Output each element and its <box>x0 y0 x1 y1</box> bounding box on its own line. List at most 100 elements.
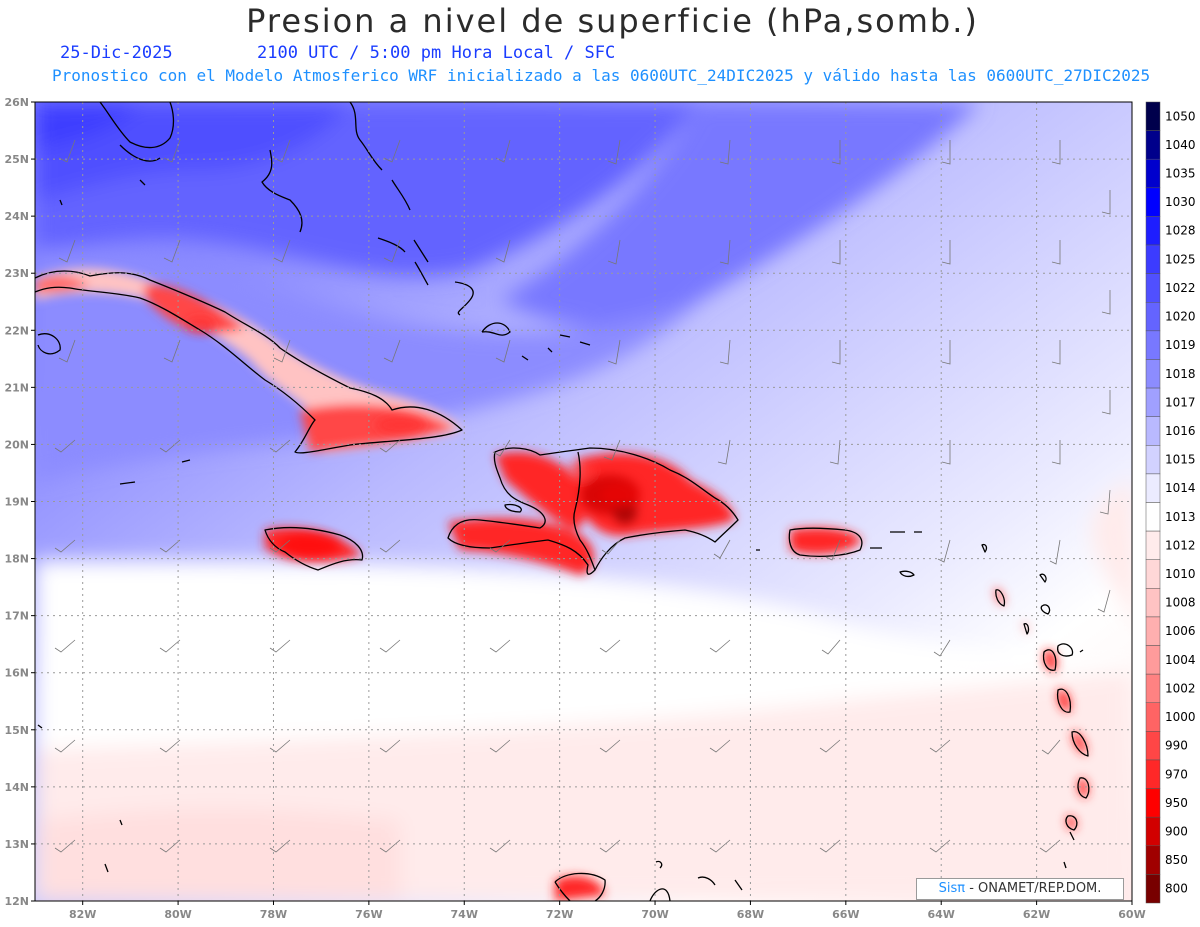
colorbar-label: 1000 <box>1165 710 1196 724</box>
colorbar-swatch <box>1145 816 1161 847</box>
colorbar-label: 800 <box>1165 882 1188 896</box>
colorbar-label: 1014 <box>1165 481 1196 495</box>
lon-label: 70W <box>641 908 668 921</box>
lon-label: 68W <box>737 908 764 921</box>
lat-label: 21N <box>4 381 29 394</box>
colorbar-swatch <box>1145 759 1161 789</box>
forecast-date: 25-Dic-2025 <box>60 43 173 63</box>
colorbar-swatch <box>1145 673 1161 704</box>
colorbar-swatch <box>1145 788 1161 818</box>
colorbar-swatch <box>1145 244 1161 274</box>
lon-label: 60W <box>1118 908 1145 921</box>
credit-text: - ONAMET/REP.DOM. <box>969 881 1102 896</box>
colorbar-label: 1015 <box>1165 453 1196 467</box>
lat-label: 15N <box>4 724 29 737</box>
colorbar-label: 1016 <box>1165 424 1196 438</box>
colorbar-swatch <box>1145 702 1161 732</box>
lat-label: 26N <box>4 96 29 109</box>
lon-label: 66W <box>832 908 859 921</box>
colorbar-label: 1030 <box>1165 195 1196 209</box>
colorbar-label: 1022 <box>1165 281 1196 295</box>
colorbar-label: 1040 <box>1165 138 1196 152</box>
lat-label: 24N <box>4 210 29 223</box>
colorbar-swatch <box>1145 330 1161 360</box>
colorbar-swatch <box>1145 216 1161 246</box>
colorbar-label: 990 <box>1165 739 1188 753</box>
colorbar-swatch <box>1145 416 1161 446</box>
colorbar-label: 1013 <box>1165 510 1196 524</box>
longitude-labels: 82W 80W 78W 76W 74W 72W 70W 68W 66W 64W 62W 60W <box>69 908 1146 921</box>
lat-label: 14N <box>4 781 29 794</box>
colorbar-swatch <box>1145 473 1161 503</box>
map-title: Presion a nivel de superficie (hPa,somb.… <box>246 2 979 40</box>
colorbar-label: 1010 <box>1165 567 1196 581</box>
colorbar-label: 1006 <box>1165 624 1196 638</box>
colorbar-swatch <box>1145 645 1161 675</box>
colorbar-label: 900 <box>1165 824 1188 838</box>
credit-brand: Sisπ <box>938 881 966 896</box>
colorbar-label: 1008 <box>1165 596 1196 610</box>
coastlines <box>35 102 1090 901</box>
lon-label: 78W <box>260 908 287 921</box>
lon-label: 62W <box>1023 908 1050 921</box>
lat-label: 12N <box>4 895 29 908</box>
lat-lon-grid <box>35 102 1132 901</box>
lat-label: 25N <box>4 153 29 166</box>
land-pressure-shading <box>35 268 1088 901</box>
colorbar-swatch <box>1145 158 1161 189</box>
colorbar-swatch <box>1145 588 1161 618</box>
colorbar-label: 1025 <box>1165 252 1196 266</box>
lon-label: 64W <box>927 908 954 921</box>
lon-label: 76W <box>355 908 382 921</box>
colorbar-label: 850 <box>1165 853 1188 867</box>
colorbar-swatch <box>1145 302 1161 332</box>
wind-barbs <box>54 139 1111 853</box>
forecast-time: 2100 UTC / 5:00 pm Hora Local / SFC <box>257 43 616 63</box>
colorbar-label: 1028 <box>1165 224 1196 238</box>
lon-label: 82W <box>69 908 96 921</box>
latitude-labels: 26N 25N 24N 23N 22N 21N 20N 19N 18N 17N 16N 15N 14N 1… <box>4 96 29 908</box>
lat-label: 17N <box>4 610 29 623</box>
lat-label: 20N <box>4 438 29 451</box>
colorbar-swatch <box>1145 445 1161 475</box>
colorbar-swatch <box>1145 502 1161 532</box>
colorbar-label: 1020 <box>1165 310 1196 324</box>
colorbar-swatch <box>1145 387 1161 417</box>
lat-label: 18N <box>4 553 29 566</box>
lat-label: 23N <box>4 267 29 280</box>
lat-label: 13N <box>4 838 29 851</box>
credit-box: Sisπ - ONAMET/REP.DOM. <box>916 878 1124 900</box>
colorbar-swatch <box>1145 187 1161 217</box>
colorbar-label: 1004 <box>1165 653 1196 667</box>
colorbar-swatch <box>1145 559 1161 589</box>
lat-label: 16N <box>4 667 29 680</box>
colorbar-label: 970 <box>1165 767 1188 781</box>
pressure-colorbar: 1050 1040 1035 1030 1028 1025 1022 1020 1019 1018… <box>1145 101 1196 904</box>
colorbar-label: 1019 <box>1165 338 1196 352</box>
colorbar-label: 1050 <box>1165 109 1196 123</box>
colorbar-swatch <box>1145 530 1161 560</box>
pressure-shading <box>35 102 1132 901</box>
colorbar-label: 1017 <box>1165 395 1196 409</box>
colorbar-swatch <box>1145 616 1161 646</box>
colorbar-label: 950 <box>1165 796 1188 810</box>
colorbar-swatch <box>1145 874 1161 904</box>
lat-label: 22N <box>4 324 29 337</box>
colorbar-swatch <box>1145 101 1161 131</box>
colorbar-label: 1035 <box>1165 167 1196 181</box>
lat-label: 19N <box>4 496 29 509</box>
lon-label: 72W <box>546 908 573 921</box>
colorbar-swatch <box>1145 845 1161 875</box>
colorbar-label: 1018 <box>1165 367 1196 381</box>
colorbar-swatch <box>1145 273 1161 303</box>
colorbar-swatch <box>1145 359 1161 389</box>
model-info: Pronostico con el Modelo Atmosferico WRF… <box>52 66 1151 85</box>
lon-label: 80W <box>164 908 191 921</box>
axis-ticks <box>31 101 1133 905</box>
lon-label: 74W <box>451 908 478 921</box>
colorbar-swatch <box>1145 731 1161 761</box>
colorbar-label: 1002 <box>1165 681 1196 695</box>
colorbar-label: 1012 <box>1165 538 1196 552</box>
colorbar-swatch <box>1145 130 1161 160</box>
